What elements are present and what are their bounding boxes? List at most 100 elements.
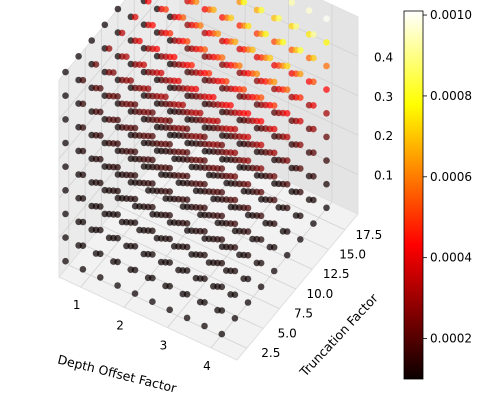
data-point bbox=[218, 54, 226, 61]
colorbar-tick-label: 0.0004 bbox=[430, 251, 472, 265]
data-point bbox=[231, 196, 239, 204]
colorbar-tick-label: 0.0006 bbox=[430, 170, 472, 184]
data-point bbox=[210, 6, 217, 14]
data-point bbox=[270, 267, 278, 275]
data-point bbox=[283, 228, 291, 235]
data-point bbox=[249, 46, 256, 54]
data-point bbox=[270, 125, 278, 133]
data-point bbox=[149, 274, 156, 282]
data-point bbox=[283, 86, 291, 93]
x-tick-label: 1 bbox=[73, 298, 81, 312]
data-point bbox=[283, 181, 291, 188]
data-point bbox=[166, 306, 173, 314]
data-point bbox=[283, 251, 291, 259]
data-point bbox=[175, 77, 182, 85]
data-point bbox=[323, 133, 330, 141]
y-tick-labels: 2.5 5.0 7.5 10.0 12.5 15.0 17.5 bbox=[261, 228, 382, 360]
data-point bbox=[297, 94, 304, 101]
data-point bbox=[183, 314, 191, 322]
data-point bbox=[62, 257, 69, 265]
data-point bbox=[283, 204, 291, 212]
data-point bbox=[257, 118, 265, 125]
data-point bbox=[253, 70, 261, 78]
data-point bbox=[149, 132, 156, 140]
data-point bbox=[157, 69, 165, 77]
data-point bbox=[183, 172, 191, 180]
scatter-points bbox=[62, 0, 330, 338]
data-point bbox=[140, 61, 148, 69]
data-point bbox=[297, 141, 304, 149]
data-point bbox=[166, 212, 173, 219]
data-point bbox=[214, 117, 221, 125]
data-point bbox=[227, 14, 235, 22]
data-point bbox=[114, 164, 121, 171]
data-point bbox=[183, 291, 191, 298]
data-point bbox=[244, 275, 252, 283]
data-point bbox=[310, 31, 317, 38]
data-point bbox=[183, 149, 191, 156]
data-point bbox=[183, 243, 191, 251]
data-point bbox=[131, 148, 139, 156]
data-point bbox=[231, 125, 239, 133]
data-point bbox=[162, 93, 169, 101]
data-point bbox=[149, 21, 156, 29]
data-point bbox=[145, 0, 152, 5]
data-point bbox=[149, 156, 156, 164]
colorbar-tick-labels: 0.0002 0.0004 0.0006 0.0008 0.0010 bbox=[423, 8, 472, 346]
data-point bbox=[144, 85, 152, 92]
z-tick-label: 0.3 bbox=[374, 90, 393, 104]
data-point bbox=[244, 133, 252, 141]
y-tick-label: 5.0 bbox=[278, 326, 297, 340]
data-point bbox=[149, 203, 156, 211]
data-point bbox=[131, 290, 139, 297]
data-point bbox=[214, 30, 222, 37]
data-point bbox=[266, 54, 274, 62]
grid-x-floor bbox=[80, 140, 203, 288]
data-point bbox=[323, 157, 330, 164]
data-point bbox=[283, 62, 291, 70]
data-point bbox=[257, 283, 265, 291]
data-point bbox=[131, 172, 139, 179]
data-point bbox=[231, 38, 239, 46]
data-point bbox=[310, 102, 317, 109]
data-point bbox=[297, 70, 304, 78]
data-point bbox=[192, 0, 200, 5]
data-point bbox=[283, 157, 291, 164]
data-point bbox=[310, 54, 317, 62]
data-point bbox=[323, 204, 330, 212]
data-point bbox=[136, 37, 143, 45]
data-point bbox=[97, 85, 104, 92]
data-point bbox=[201, 275, 208, 283]
x-tick-labels: 1 2 3 4 bbox=[73, 298, 211, 373]
data-point bbox=[270, 244, 278, 251]
data-point bbox=[92, 61, 100, 68]
grid-x-floor bbox=[167, 181, 289, 328]
data-point bbox=[79, 171, 87, 179]
data-point bbox=[270, 173, 278, 180]
data-point bbox=[310, 173, 317, 180]
data-point bbox=[110, 69, 117, 76]
data-point bbox=[218, 141, 226, 149]
data-point bbox=[114, 234, 121, 242]
data-point bbox=[62, 187, 69, 194]
data-point bbox=[297, 236, 304, 243]
data-point bbox=[257, 94, 265, 101]
data-point bbox=[240, 0, 248, 6]
data-point bbox=[231, 149, 239, 157]
grid-z-left bbox=[58, 12, 181, 160]
data-point bbox=[257, 236, 265, 243]
data-point bbox=[166, 164, 173, 172]
x-tick-label: 4 bbox=[203, 359, 211, 373]
data-point bbox=[114, 93, 121, 100]
data-point bbox=[170, 53, 178, 61]
data-point bbox=[270, 78, 278, 86]
data-point bbox=[218, 307, 226, 314]
data-point bbox=[297, 165, 304, 172]
data-point bbox=[127, 77, 134, 84]
data-point bbox=[231, 291, 239, 299]
data-point bbox=[323, 110, 330, 117]
data-point bbox=[105, 45, 113, 52]
data-point bbox=[323, 15, 330, 22]
data-point bbox=[283, 110, 291, 117]
